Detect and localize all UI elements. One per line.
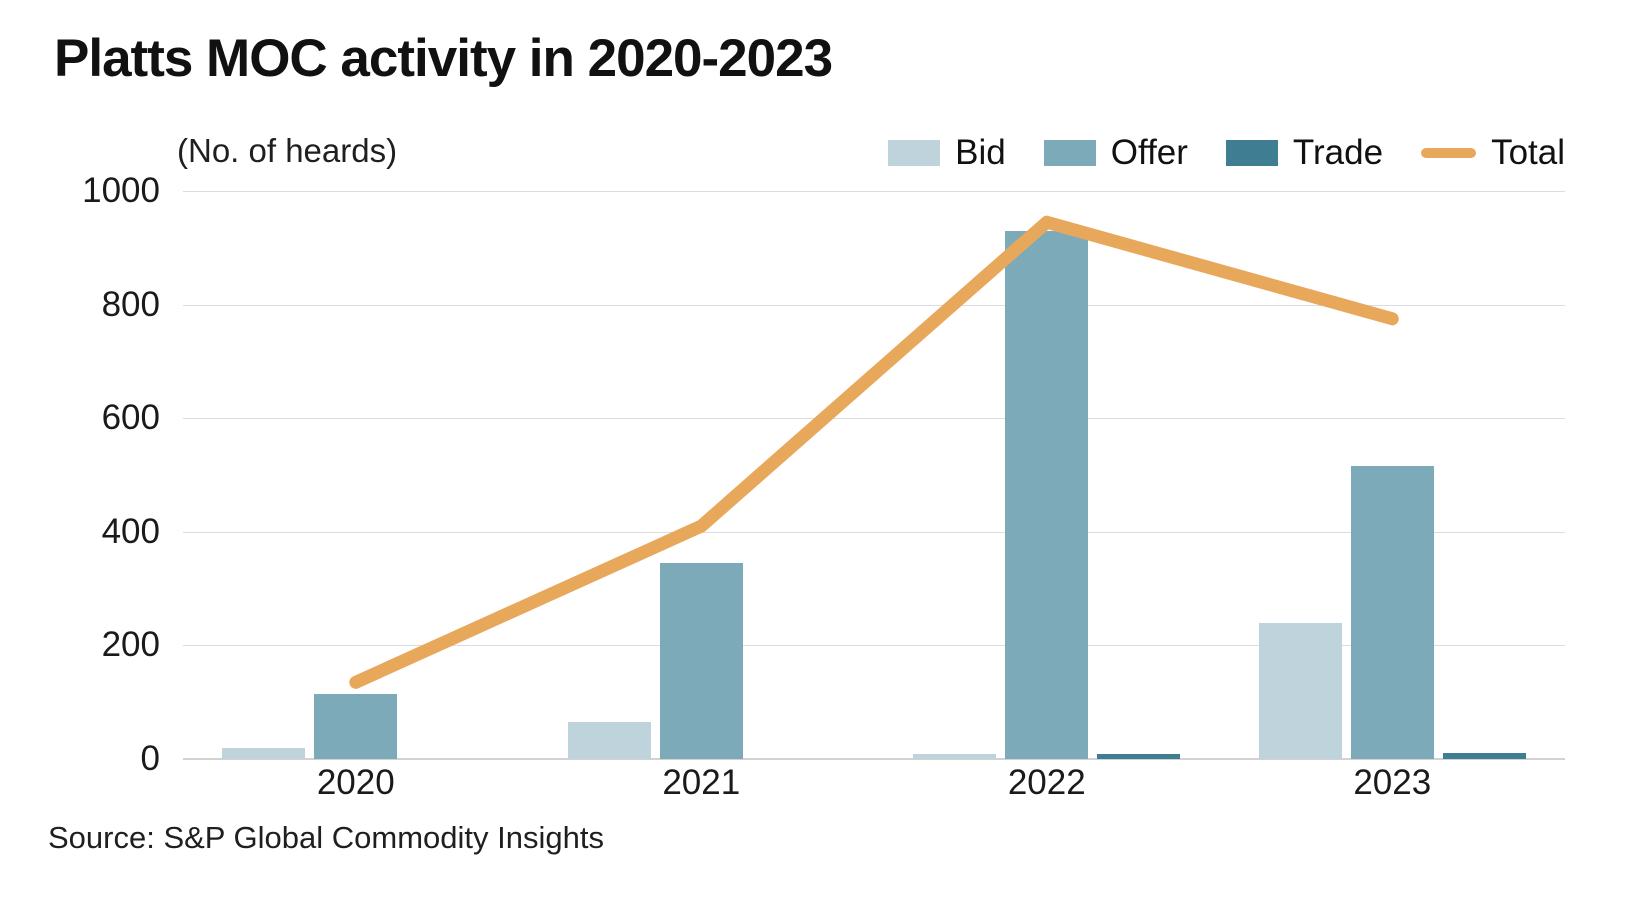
gridline-1000 xyxy=(183,191,1565,192)
bar-offer-2022 xyxy=(1005,230,1089,759)
bar-trade-2023 xyxy=(1442,753,1526,759)
y-tick-label-200: 200 xyxy=(101,625,160,665)
legend-item-total: Total xyxy=(1421,133,1565,173)
legend-item-trade: Trade xyxy=(1225,133,1384,173)
legend-label-offer: Offer xyxy=(1110,133,1188,172)
y-axis-labels: 0 200 400 600 800 1000 xyxy=(0,171,160,778)
legend-label-total: Total xyxy=(1491,133,1565,172)
y-tick-label-600: 600 xyxy=(101,398,160,438)
x-tick-label-2020: 2020 xyxy=(316,763,395,802)
total-line xyxy=(349,215,1399,689)
y-tick-label-800: 800 xyxy=(101,284,160,324)
legend-item-bid: Bid xyxy=(888,133,1006,173)
bar-bid-2023 xyxy=(1258,622,1342,759)
x-tick-label-2022: 2022 xyxy=(1007,763,1086,802)
legend-label-trade: Trade xyxy=(1292,133,1384,172)
gridline-200 xyxy=(183,645,1565,647)
legend-swatch-offer-icon xyxy=(1043,140,1096,166)
x-axis-labels: 2020 2021 2022 2023 xyxy=(183,763,1565,809)
gridline-600 xyxy=(183,418,1565,420)
x-tick-label-2021: 2021 xyxy=(662,763,741,802)
bar-bid-2020 xyxy=(222,747,306,759)
bar-offer-2021 xyxy=(659,563,743,759)
legend-item-offer: Offer xyxy=(1043,133,1188,173)
bar-bid-2022 xyxy=(913,754,997,759)
legend-swatch-trade-icon xyxy=(1225,140,1278,166)
y-tick-label-400: 400 xyxy=(101,511,160,551)
bar-offer-2020 xyxy=(314,693,398,759)
bar-offer-2023 xyxy=(1350,466,1434,759)
gridline-400 xyxy=(183,531,1565,533)
bar-bid-2021 xyxy=(567,722,651,759)
plot-area xyxy=(183,191,1565,760)
y-tick-label-1000: 1000 xyxy=(82,171,160,210)
bar-trade-2022 xyxy=(1097,754,1181,759)
source-note: Source: S&P Global Commodity Insights xyxy=(48,820,604,855)
y-tick-label-0: 0 xyxy=(140,739,160,778)
gridline-0 xyxy=(183,758,1565,760)
chart-title: Platts MOC activity in 2020-2023 xyxy=(54,29,833,88)
gridline-800 xyxy=(183,304,1565,306)
legend-swatch-bid-icon xyxy=(888,140,941,166)
legend: Bid Offer Trade Total xyxy=(888,130,1565,176)
legend-swatch-total-line-icon xyxy=(1421,148,1477,158)
y-axis-unit-label: (No. of heards) xyxy=(177,132,398,169)
x-tick-label-2023: 2023 xyxy=(1353,763,1432,802)
legend-label-bid: Bid xyxy=(955,133,1006,172)
